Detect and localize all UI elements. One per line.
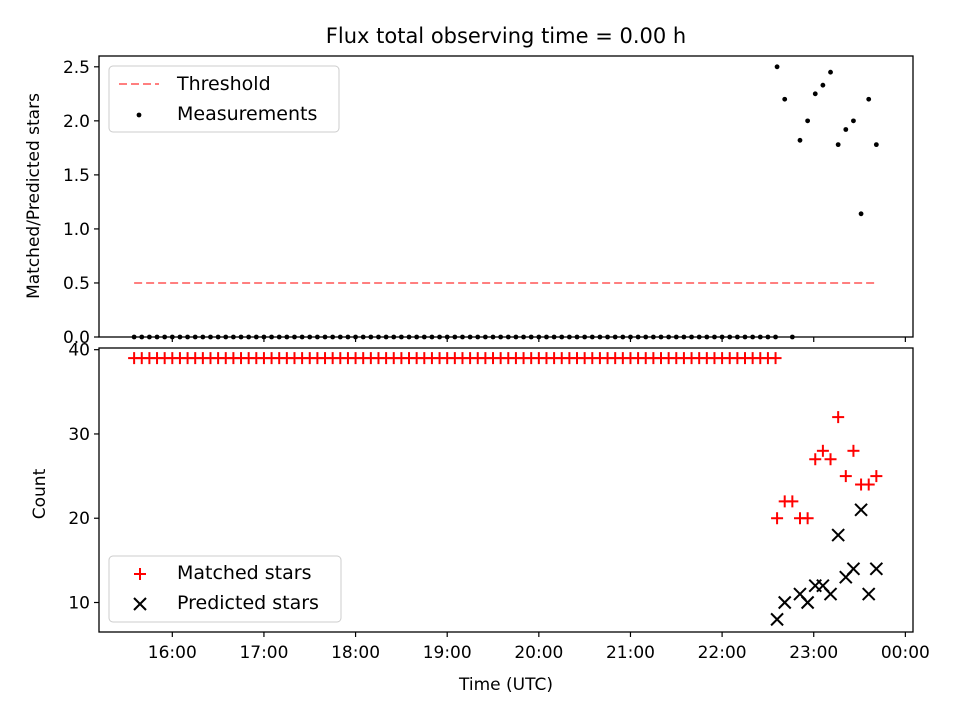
legend-predicted-swatch: [133, 597, 147, 611]
bottom-legend-box: [108, 555, 342, 623]
matched-stars-point: [769, 352, 782, 365]
measurements-point: [843, 127, 849, 132]
top-y-axis-label: Matched/Predicted stars: [24, 93, 44, 299]
predicted-stars-point: [862, 587, 876, 601]
matched-stars-point: [809, 453, 822, 466]
bottom-legend: Matched stars Predicted stars: [108, 555, 342, 623]
predicted-stars-point-b: [793, 587, 807, 601]
bottom-plot-marks: [128, 352, 884, 627]
top-y-tick-label: 0.0: [63, 328, 90, 348]
bottom-plot-frame: [98, 347, 914, 633]
measurements-point: [851, 118, 856, 124]
bottom-y-tick-label: 30: [68, 425, 90, 445]
measurements-point: [820, 82, 826, 88]
matched-stars-point: [801, 512, 814, 525]
bottom-y-axis-label: Count: [30, 468, 50, 519]
predicted-stars-point: [778, 595, 792, 610]
legend-matched-swatch: [134, 568, 146, 580]
top-legend-box: [108, 65, 340, 133]
matched-stars-point: [771, 512, 784, 525]
predicted-stars-point-b: [816, 578, 830, 593]
x-tick-label: 17:00: [239, 643, 288, 663]
legend-predicted-label: Predicted stars: [177, 592, 319, 614]
predicted-stars-point-b: [831, 528, 845, 542]
legend-measurements-swatch: [136, 112, 142, 118]
predicted-stars-point: [831, 528, 845, 542]
predicted-stars-point-b: [862, 587, 876, 601]
measurements-point: [873, 142, 879, 148]
predicted-stars-point-b: [800, 595, 815, 610]
measurements-point: [797, 137, 803, 143]
x-tick-label: 21:00: [606, 643, 655, 663]
matched-stars-point: [870, 470, 883, 483]
predicted-stars-point: [800, 595, 815, 610]
measurements-point: [866, 96, 872, 102]
x-tick-label: 23:00: [789, 643, 838, 663]
legend-measurements-label: Measurements: [177, 103, 317, 125]
predicted-stars-point: [869, 562, 884, 576]
bottom-y-tick-label: 20: [68, 509, 90, 529]
legend-matched-label: Matched stars: [177, 562, 311, 584]
bottom-axes: 16:00 17:00 18:00 19:00 20:00 21:00 22:00 23:00…: [68, 341, 930, 663]
measurements-point: [805, 118, 811, 124]
x-tick-label: 22:00: [698, 643, 747, 663]
top-plot-marks: [131, 64, 879, 340]
top-y-tick-label: 0.5: [63, 274, 90, 294]
x-tick-label: 16:00: [148, 643, 197, 663]
matched-stars-point: [786, 495, 799, 508]
measurements-point: [858, 211, 864, 217]
x-axis-label: Time (UTC): [458, 675, 553, 695]
top-axes: 0.0 0.5 1.0 1.5 2.0 2.5: [63, 58, 906, 348]
measurements-point: [812, 91, 818, 97]
top-plot-frame: [98, 55, 914, 338]
bottom-y-tick-label: 10: [68, 594, 90, 614]
measurements-point: [835, 142, 841, 148]
x-tick-label: 19:00: [423, 643, 472, 663]
top-title: Flux total observing time = 0.00 h: [326, 24, 686, 48]
matched-stars-point: [816, 444, 829, 457]
top-y-tick-label: 2.0: [63, 112, 90, 132]
bottom-y-tick-label: 40: [68, 341, 90, 361]
x-tick-label: 18:00: [331, 643, 380, 663]
top-y-tick-label: 1.0: [63, 220, 90, 240]
x-tick-label: 00:00: [881, 643, 930, 663]
top-y-tick-label: 2.5: [63, 58, 90, 78]
measurements-point: [782, 96, 788, 102]
matched-stars-point: [862, 478, 875, 491]
matched-stars-point: [847, 444, 860, 457]
predicted-stars-point-b: [823, 587, 838, 601]
predicted-stars-point-b: [854, 503, 868, 517]
top-legend: Threshold Measurements: [108, 65, 340, 133]
matched-stars-point: [839, 470, 852, 483]
predicted-stars-point-b: [778, 595, 792, 610]
measurements-point: [828, 69, 833, 75]
predicted-stars-point: [770, 612, 784, 627]
predicted-stars-point-b: [770, 612, 784, 627]
predicted-stars-point-b: [869, 562, 884, 576]
matched-stars-point: [832, 411, 845, 424]
predicted-stars-point: [854, 503, 868, 517]
x-tick-label: 20:00: [514, 643, 563, 663]
predicted-stars-point: [846, 562, 861, 576]
legend-threshold-label: Threshold: [176, 73, 271, 95]
predicted-stars-point: [823, 587, 838, 601]
top-y-tick-label: 1.5: [63, 166, 90, 186]
predicted-stars-point-b: [846, 562, 861, 576]
measurements-point: [774, 64, 780, 70]
matched-stars-point: [824, 453, 837, 466]
